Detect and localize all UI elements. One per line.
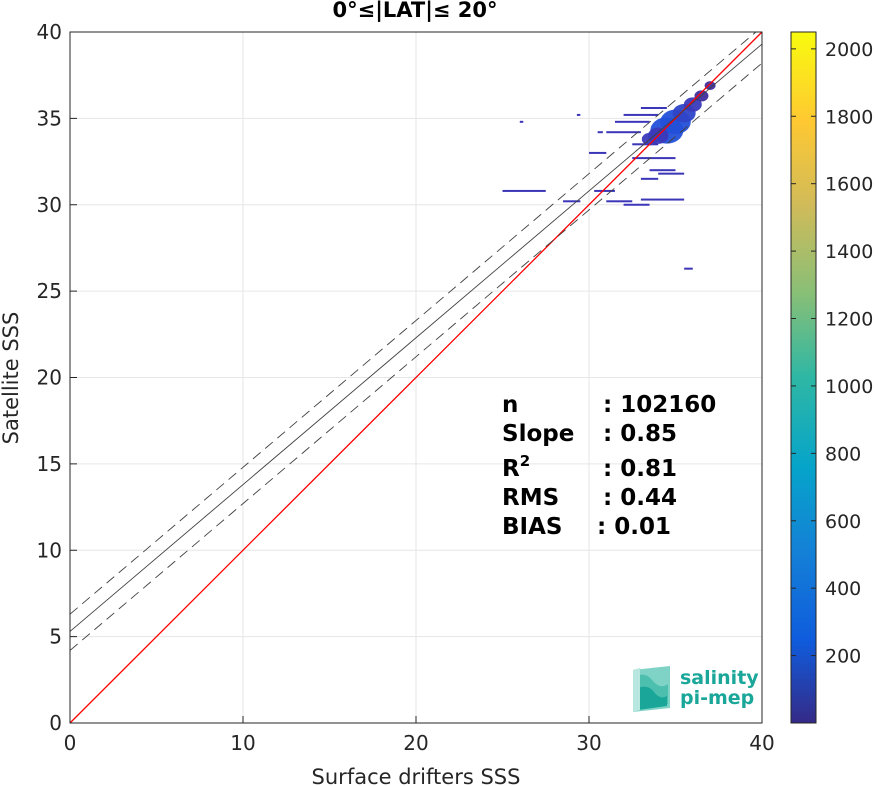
stats-box: n : 102160 Slope : 0.85 R2 : 0.81 RMS : …	[502, 392, 716, 540]
stat-n-value: : 102160	[603, 392, 716, 418]
outlier-cell	[640, 107, 667, 110]
outlier-cell	[623, 203, 650, 206]
y-axis-label: Satellite SSS	[0, 312, 23, 445]
outlier-cell	[606, 200, 633, 203]
salinity-pi-mep-logo: salinity pi-mep	[633, 666, 759, 712]
wave-logo-icon	[633, 666, 670, 712]
stat-slope-label: Slope	[502, 421, 574, 447]
logo-line2: pi-mep	[680, 687, 754, 709]
outlier-cell	[632, 143, 659, 146]
stat-rms-value: : 0.44	[603, 485, 677, 511]
outlier-cell	[640, 177, 659, 180]
y-tick-label: 0	[49, 711, 62, 735]
fit-lower-dashed-line	[69, 62, 763, 651]
outlier-cell	[519, 120, 524, 123]
outlier-cell	[614, 120, 650, 123]
fit-upper-dashed-line	[69, 31, 757, 615]
outlier-cell	[623, 113, 659, 116]
x-tick-label: 10	[230, 731, 255, 755]
outlier-cell	[649, 169, 676, 172]
outlier-cell	[576, 113, 581, 116]
x-axis-label: Surface drifters SSS	[312, 765, 521, 786]
colorbar-ticks: 200 400 600 800 1000 1200 1400 1600 1800 2000	[791, 39, 873, 668]
stat-rms-label: RMS	[502, 485, 559, 511]
colorbar-tick-label: 800	[825, 443, 861, 465]
colorbar-tick-label: 2000	[825, 39, 873, 61]
colorbar-tick-label: 1200	[825, 309, 873, 331]
outlier-cell	[502, 189, 546, 192]
colorbar-tick-label: 1400	[825, 241, 873, 263]
y-tick-label: 15	[37, 452, 62, 476]
outlier-cell	[597, 131, 603, 134]
colorbar-gradient	[790, 31, 817, 724]
colorbar-tick-label: 1800	[825, 106, 873, 128]
chart-title: 0°≤|LAT|≤ 20°	[332, 0, 497, 23]
stat-bias-label: BIAS	[502, 514, 562, 540]
x-tick-label: 30	[576, 731, 601, 755]
outlier-cell	[606, 131, 641, 134]
colorbar: 200 400 600 800 1000 1200 1400 1600 1800 2000	[790, 31, 873, 724]
outlier-cell	[632, 157, 676, 160]
density-cluster	[683, 97, 702, 112]
y-tick-label: 30	[37, 193, 62, 217]
y-tick-label: 10	[37, 538, 62, 562]
outlier-cell	[675, 198, 685, 201]
y-tick-label: 20	[37, 366, 62, 390]
colorbar-tick-label: 1600	[825, 174, 873, 196]
y-tick-label: 5	[49, 625, 62, 649]
stat-n-label: n	[502, 392, 518, 418]
outlier-cell	[589, 151, 607, 154]
colorbar-tick-label: 1000	[825, 376, 873, 398]
reference-lines	[69, 31, 763, 724]
outlier-cell	[684, 267, 693, 270]
stat-r2-label: R2	[502, 452, 530, 482]
outlier-cell	[658, 172, 685, 175]
stat-bias-value: : 0.01	[597, 514, 671, 540]
stat-slope-value: : 0.85	[603, 421, 677, 447]
fit-line	[69, 43, 763, 632]
x-axis-ticks: 0 10 20 30 40	[64, 716, 775, 755]
colorbar-tick-label: 600	[825, 511, 861, 533]
colorbar-tick-label: 200	[825, 646, 861, 668]
y-tick-label: 25	[37, 279, 62, 303]
y-tick-label: 35	[37, 106, 62, 130]
x-tick-label: 40	[749, 731, 774, 755]
y-axis-ticks: 0 5 10 15 20 25 30 35 40	[37, 20, 77, 735]
y-tick-label: 40	[37, 20, 62, 44]
colorbar-tick-label: 400	[825, 578, 861, 600]
outlier-cell	[594, 189, 615, 192]
x-tick-label: 0	[64, 731, 77, 755]
logo-line1: salinity	[680, 667, 759, 689]
outlier-cell	[563, 200, 581, 203]
density-cluster	[704, 81, 716, 90]
identity-line	[69, 31, 763, 724]
stat-r2-value: : 0.81	[603, 456, 677, 482]
outlier-cell	[640, 198, 676, 201]
x-tick-label: 20	[403, 731, 428, 755]
